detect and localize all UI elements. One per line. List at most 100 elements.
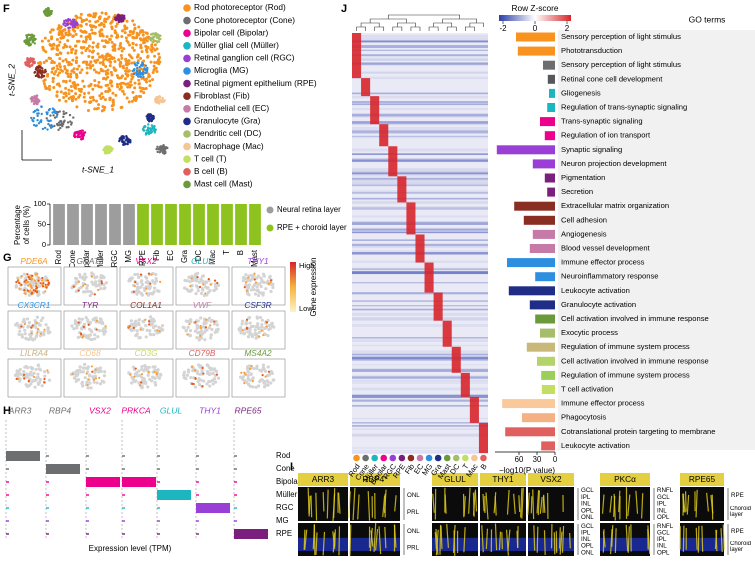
heatmap-block — [388, 146, 397, 176]
tsne-point — [125, 63, 128, 66]
expression-point — [23, 374, 25, 376]
tsne-point — [42, 128, 44, 130]
expression-point — [202, 283, 204, 285]
legend-label: Retinal ganglion cell (RGC) — [194, 53, 295, 63]
expression-point — [139, 384, 141, 386]
go-bar — [533, 230, 555, 239]
expression-bar — [122, 455, 125, 457]
expression-bar — [46, 481, 49, 483]
feature-point — [188, 280, 191, 283]
tsne-point — [122, 66, 125, 69]
expression-point — [141, 373, 143, 375]
tsne-point — [88, 49, 91, 52]
cell-type-dot — [362, 455, 369, 462]
feature-point — [93, 333, 96, 336]
go-term: Neuron projection development — [561, 159, 667, 168]
feature-point — [182, 326, 185, 329]
tsne-point — [157, 148, 159, 150]
feature-point — [37, 363, 40, 366]
go-term: Neuroinflammatory response — [561, 272, 659, 281]
heatmap-stripe — [352, 452, 488, 454]
marker-name: THY1 — [492, 474, 514, 484]
cell-type-dot — [471, 455, 478, 462]
dendrogram — [465, 27, 474, 31]
tsne-point — [92, 41, 95, 44]
tsne-point — [159, 38, 161, 40]
expression-point — [26, 273, 28, 275]
heatmap-stripe — [352, 129, 488, 130]
tsne-point — [89, 37, 92, 40]
layer-label: Choroid layer — [730, 541, 754, 553]
feature-point — [103, 370, 106, 373]
expression-point — [43, 381, 45, 383]
tsne-point — [44, 37, 47, 40]
tsne-point — [123, 93, 126, 96]
tsne-point — [37, 71, 39, 73]
tsne-point — [40, 106, 42, 108]
go-bar — [502, 399, 555, 408]
feature-point — [157, 326, 160, 329]
tsne-point — [56, 49, 59, 52]
tsne-point — [116, 85, 119, 88]
layer-label: ONL — [407, 492, 420, 499]
cell-type-label: RPE — [276, 529, 292, 538]
feature-point — [48, 331, 51, 334]
tsne-point — [71, 99, 74, 102]
tsne-point — [58, 41, 61, 44]
tsne-point — [162, 101, 164, 103]
tsne-point — [44, 127, 46, 129]
feature-point — [200, 292, 203, 295]
tsne-point — [74, 52, 77, 55]
feature-point — [140, 375, 143, 378]
expression-bar — [86, 468, 89, 470]
heatmap-block — [461, 373, 470, 397]
tsne-point — [62, 46, 65, 49]
feature-point — [152, 326, 155, 329]
tsne-point — [74, 44, 77, 47]
signal-stain — [349, 491, 350, 518]
gene-name: VSX2 — [135, 256, 157, 266]
tsne-point — [134, 27, 137, 30]
tsne-point — [68, 61, 71, 64]
expression-point — [21, 275, 23, 277]
cell-type-dot — [399, 455, 406, 462]
tsne-point — [36, 115, 38, 117]
cell-type-dot — [353, 455, 360, 462]
bar-segment — [123, 204, 135, 245]
feature-point — [136, 273, 139, 276]
tsne-point — [69, 114, 71, 116]
feature-point — [82, 366, 85, 369]
tsne-point — [56, 90, 59, 93]
signal-stain — [696, 528, 697, 550]
expression-point — [31, 287, 33, 289]
feature-point — [183, 279, 186, 282]
expression-point — [96, 328, 98, 330]
tsne-point — [150, 61, 153, 64]
expression-point — [156, 329, 158, 331]
expression-point — [83, 326, 85, 328]
feature-point — [270, 370, 273, 373]
tsne-point — [150, 45, 153, 48]
go-term: Cotranslational protein targeting to mem… — [561, 427, 716, 436]
y-tick-label: 0 — [42, 240, 46, 249]
feature-point — [161, 324, 164, 327]
legend-label: Bipolar cell (Bipolar) — [194, 27, 268, 37]
feature-point — [26, 385, 29, 388]
expression-point — [268, 371, 270, 373]
feature-point — [84, 376, 87, 379]
tsne-point — [111, 148, 113, 150]
expression-point — [97, 289, 99, 291]
tsne-point — [145, 64, 147, 66]
tsne-point — [126, 96, 129, 99]
feature-point — [135, 333, 138, 336]
feature-point — [133, 380, 136, 383]
tsne-point — [148, 131, 150, 133]
tsne-point — [134, 64, 136, 66]
expression-point — [191, 277, 193, 279]
signal-stain — [683, 526, 684, 552]
cell-type-dot — [390, 455, 397, 462]
feature-point — [266, 379, 269, 382]
tsne-point — [131, 36, 134, 39]
expression-point — [270, 281, 272, 283]
y-axis-label: Percentage — [13, 205, 22, 245]
